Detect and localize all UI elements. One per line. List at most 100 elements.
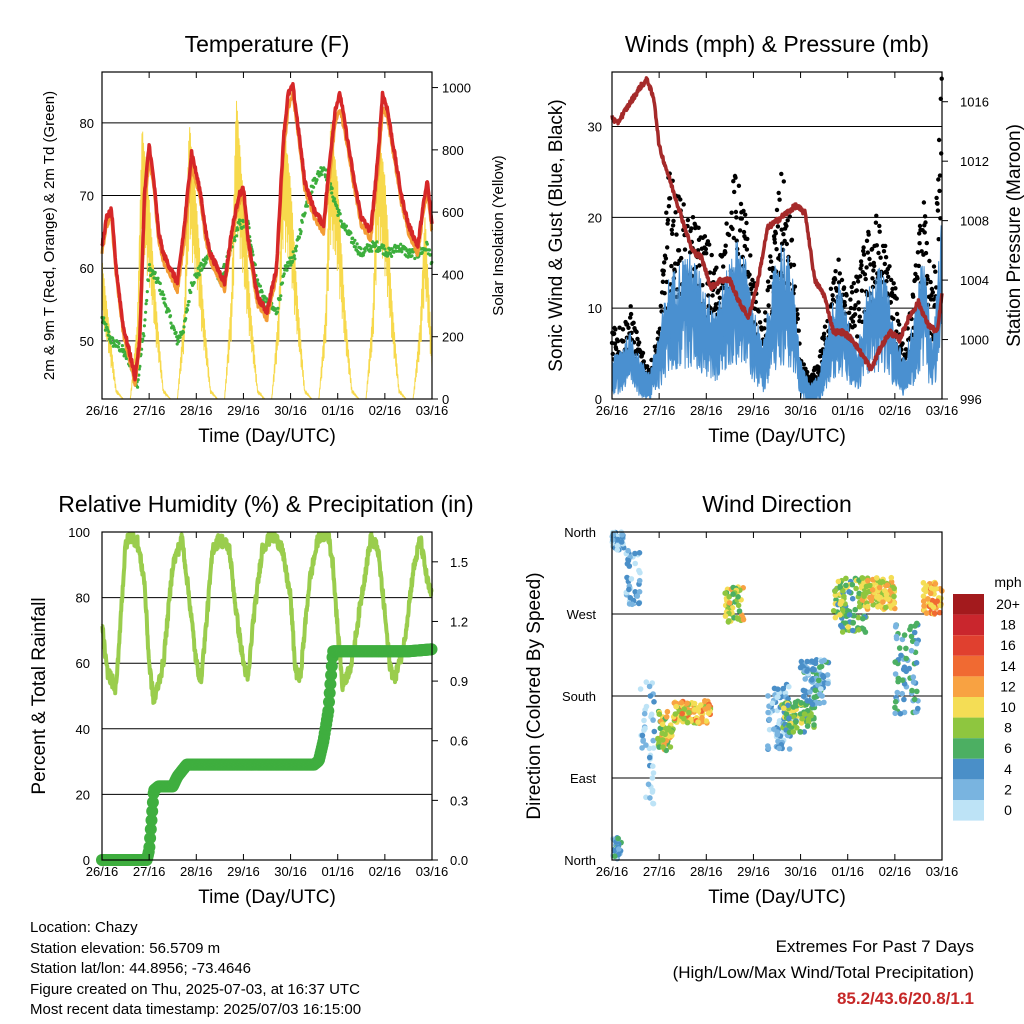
direction-point: [637, 569, 643, 576]
gust-point: [741, 208, 746, 214]
gust-point: [881, 249, 887, 254]
gust-point: [836, 280, 842, 285]
gust-point: [856, 307, 862, 312]
x-axis-label: Time (Day/UTC): [708, 887, 846, 908]
gust-point: [724, 221, 729, 226]
gust-point: [775, 224, 781, 229]
y2-tick-label: 600: [442, 205, 464, 220]
td-point: [291, 259, 295, 263]
direction-point: [691, 707, 698, 713]
gust-point: [886, 274, 891, 279]
rainfall-point: [145, 814, 158, 827]
gust-point: [849, 284, 854, 290]
direction-point: [849, 595, 856, 602]
gust-point: [856, 300, 861, 305]
rainfall-point: [144, 832, 157, 845]
direction-point: [884, 582, 891, 588]
gust-point: [805, 369, 810, 375]
y-tick-label: 50: [80, 334, 94, 349]
gust-point: [745, 236, 750, 242]
td-point: [145, 290, 149, 294]
direction-point: [873, 575, 880, 581]
gust-point: [836, 257, 841, 262]
direction-point: [668, 729, 675, 735]
td-point: [413, 256, 417, 261]
gust-point: [661, 268, 666, 274]
gust-point: [871, 268, 876, 273]
direction-point: [769, 700, 776, 706]
direction-point: [794, 725, 800, 731]
y2-tick-label: 1012: [960, 154, 989, 169]
direction-point: [841, 593, 847, 600]
gust-point: [886, 293, 892, 298]
extremes-values: 85.2/43.6/20.8/1.1: [836, 989, 974, 1008]
td-point: [116, 345, 120, 349]
direction-point: [647, 795, 653, 801]
direction-point: [820, 672, 826, 679]
direction-point: [735, 602, 742, 609]
direction-point: [860, 615, 866, 622]
x-tick-label: 30/16: [274, 403, 307, 418]
y-tick-label: 100: [68, 525, 90, 540]
gust-point: [897, 322, 902, 327]
x-tick-label: 28/16: [180, 403, 213, 418]
gust-point: [795, 312, 800, 317]
direction-point: [775, 694, 781, 700]
td-point: [195, 275, 199, 279]
direction-point: [804, 658, 810, 665]
td-point: [388, 252, 393, 256]
gust-point: [664, 210, 669, 215]
gust-point: [711, 271, 716, 276]
gust-point: [893, 286, 898, 291]
direction-point: [765, 745, 772, 751]
series-2m-t: [100, 82, 434, 382]
gust-point: [777, 197, 782, 202]
td-point: [167, 309, 171, 313]
td-point: [163, 297, 167, 301]
direction-point: [901, 696, 907, 703]
direction-point: [835, 578, 842, 585]
direction-point: [650, 800, 656, 807]
direction-point: [928, 585, 935, 591]
td-point: [176, 337, 180, 341]
gust-point: [858, 274, 863, 279]
direction-point: [651, 728, 658, 735]
td-point: [181, 330, 186, 334]
td-point: [256, 278, 260, 282]
x-tick-label: 03/16: [416, 403, 449, 418]
td-point: [174, 330, 178, 335]
direction-point: [765, 693, 771, 699]
direction-point: [636, 550, 643, 556]
gust-point: [868, 262, 873, 267]
direction-point: [639, 732, 646, 739]
direction-point: [875, 604, 881, 610]
gust-point: [894, 311, 900, 317]
y-tick-label: North: [564, 525, 596, 540]
td-point: [342, 222, 346, 226]
direction-point: [809, 677, 815, 683]
y-axis-label: Percent & Total Rainfall: [29, 597, 50, 794]
td-point: [337, 208, 341, 212]
direction-point: [678, 699, 685, 706]
gust-point: [669, 227, 674, 233]
td-point: [187, 300, 191, 304]
chart-title: Wind Direction: [702, 491, 852, 517]
direction-point: [765, 709, 771, 716]
direction-point: [790, 704, 797, 710]
gust-point: [696, 225, 701, 230]
gust-point: [919, 249, 924, 254]
td-point: [184, 317, 188, 321]
gust-point: [661, 272, 666, 277]
plot-frame-3: [101, 531, 433, 861]
gust-point: [766, 303, 771, 308]
extremes-box: Extremes For Past 7 Days (High/Low/Max W…: [673, 934, 974, 1012]
gust-point: [821, 331, 827, 336]
direction-point: [843, 575, 849, 582]
colorbar-swatch: [953, 635, 984, 656]
direction-point: [726, 600, 733, 606]
direction-point: [786, 722, 792, 729]
direction-point: [846, 589, 852, 595]
td-point: [427, 248, 432, 252]
y-tick-label: South: [562, 689, 596, 704]
gust-point: [663, 256, 669, 261]
